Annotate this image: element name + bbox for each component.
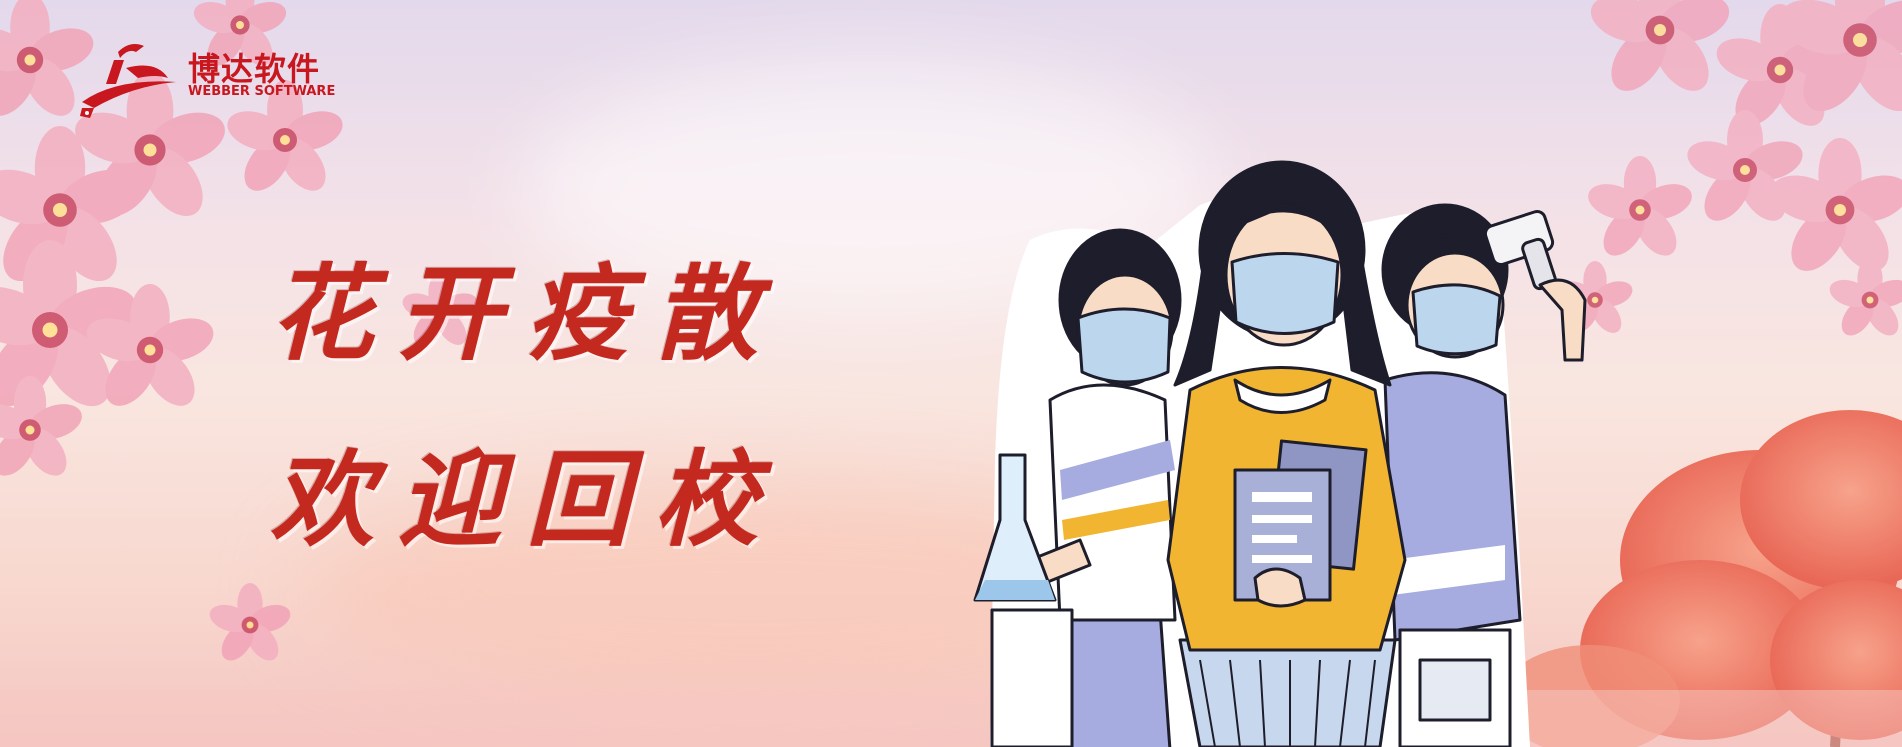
webber-software-logo: 博达软件 WEBBER SOFTWARE [76,38,336,128]
student-center [1166,160,1407,747]
student-illustration [973,160,1587,747]
blossom-icon [1554,0,1902,342]
logo-english-name: WEBBER SOFTWARE [188,84,336,99]
flask-icon [973,453,1074,747]
logo-chinese-name: 博达软件 [188,50,321,88]
brand-swoosh-icon [80,44,176,118]
headline-line-2: 欢迎回校 [270,438,783,561]
student-right [1381,203,1522,747]
thermometer-gun-icon [1454,209,1587,362]
headline-line-1: 花开疫散 [270,252,783,375]
